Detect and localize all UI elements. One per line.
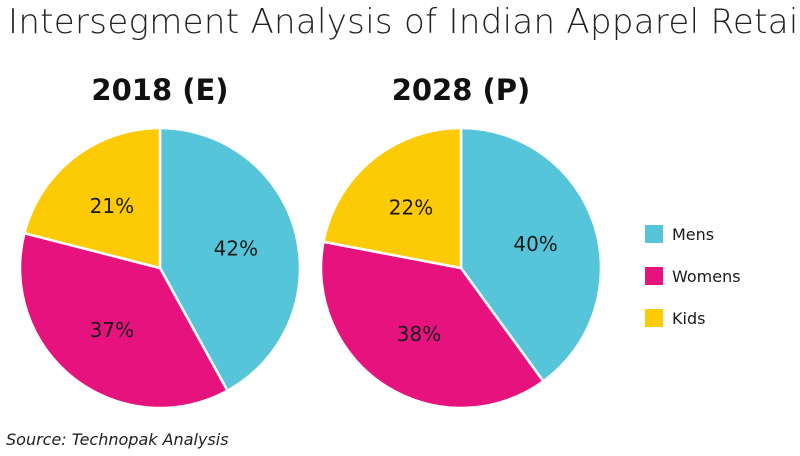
slice-label-kids: 22% xyxy=(389,196,433,220)
legend-label-kids: Kids xyxy=(672,309,705,328)
pie-slice-mens xyxy=(158,126,302,392)
legend-label-mens: Mens xyxy=(672,225,714,244)
slice-label-womens: 37% xyxy=(90,318,134,342)
pie-title: 2028 (P) xyxy=(392,73,531,107)
pie-2018: 2018 (E) 42% 37% 21% xyxy=(18,73,302,410)
legend-swatch-mens xyxy=(645,225,663,243)
source-note: Source: Technopak Analysis xyxy=(6,430,229,449)
pie-slice-kids xyxy=(23,126,162,270)
legend-swatch-kids xyxy=(645,309,663,327)
pie-slice-kids xyxy=(322,126,463,270)
legend-swatch-womens xyxy=(645,267,663,285)
chart-title: Intersegment Analysis of Indian Apparel … xyxy=(8,2,800,42)
pie-title: 2018 (E) xyxy=(91,73,228,107)
legend-label-womens: Womens xyxy=(672,267,741,286)
pie-slice-womens xyxy=(319,240,545,410)
slice-label-mens: 40% xyxy=(513,232,557,256)
pie-slice-mens xyxy=(459,126,603,383)
legend: Mens Womens Kids xyxy=(645,225,741,328)
slice-label-mens: 42% xyxy=(214,237,258,261)
pie-2028: 2028 (P) 40% 38% 22% xyxy=(319,73,603,410)
pie-slice-womens xyxy=(18,231,229,410)
slice-label-womens: 38% xyxy=(397,322,441,346)
slice-label-kids: 21% xyxy=(90,194,134,218)
